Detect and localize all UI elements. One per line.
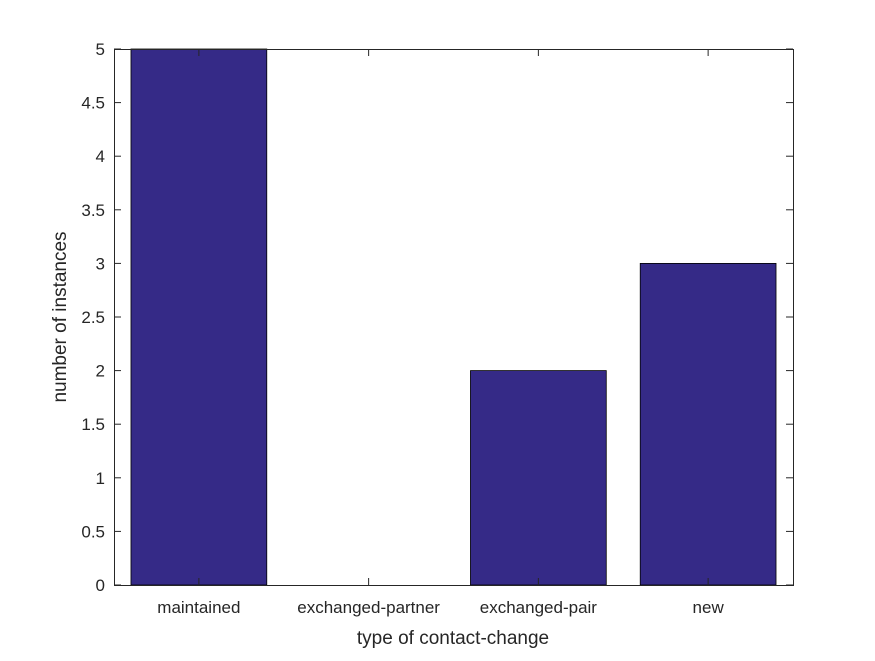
x-tick-label: new xyxy=(693,598,725,617)
bar-new xyxy=(639,262,777,586)
y-tick-label: 2 xyxy=(96,362,105,381)
y-tick-label: 4 xyxy=(96,147,105,166)
bar-maintained xyxy=(130,48,268,586)
y-tick-label: 1 xyxy=(96,469,105,488)
y-tick-label: 5 xyxy=(96,40,105,59)
y-tick-label: 0 xyxy=(96,576,105,595)
bar-exchanged-pair xyxy=(470,370,607,586)
x-tick-label: exchanged-pair xyxy=(480,598,598,617)
y-tick-label: 4.5 xyxy=(81,94,105,113)
axes-box xyxy=(114,49,794,586)
x-axis-label: type of contact-change xyxy=(357,628,549,649)
y-tick-label: 0.5 xyxy=(81,522,105,541)
y-tick-label: 3 xyxy=(96,254,105,273)
x-tick-label: maintained xyxy=(157,598,240,617)
y-tick-label: 3.5 xyxy=(81,201,105,220)
y-tick-label: 2.5 xyxy=(81,308,105,327)
y-axis-label: number of instances xyxy=(50,231,71,402)
y-tick-label: 1.5 xyxy=(81,415,105,434)
x-tick-label: exchanged-partner xyxy=(297,598,440,617)
